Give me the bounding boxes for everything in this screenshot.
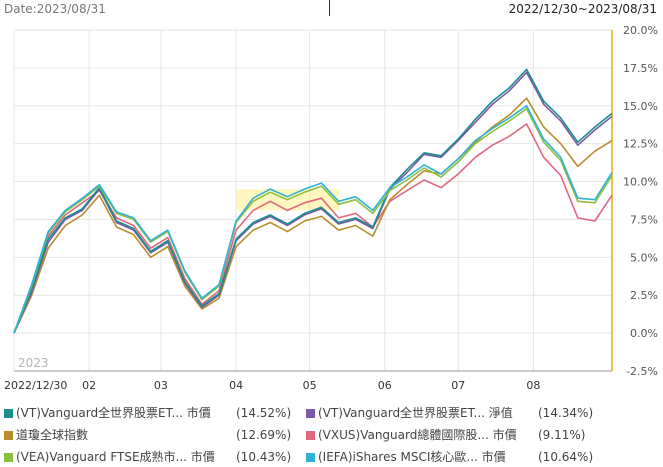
y-tick-label: 0.0% [630,327,658,340]
legend-item[interactable]: (VXUS)Vanguard總體國際股... 市價 [306,425,517,445]
legend-series-name: (VT)Vanguard全世界股票ET... 市價 [16,406,211,420]
y-tick-label: 17.5% [623,62,658,75]
legend-series-name: 道瓊全球指數 [16,428,89,442]
legend-item[interactable]: (VT)Vanguard全世界股票ET... 市價 [4,403,211,423]
y-tick-label: 12.5% [623,138,658,151]
y-tick-label: 15.0% [623,100,658,113]
legend-item[interactable]: (IEFA)iShares MSCI核心歐... 市價 [306,447,506,467]
y-tick-label: 7.5% [630,213,658,226]
legend-swatch [4,453,13,462]
legend-swatch [306,409,315,418]
series-line-0 [13,68,613,334]
legend-swatch [4,409,13,418]
y-tick-label: 20.0% [623,24,658,37]
x-tick-label: 06 [378,379,392,392]
legend-series-name: (IEFA)iShares MSCI核心歐... 市價 [318,450,506,464]
x-tick-label: 07 [451,379,465,392]
x-tick-label: 05 [303,379,317,392]
y-tick-label: 5.0% [630,251,658,264]
legend-item[interactable]: (VEA)Vanguard FTSE成熟市... 市價 [4,447,215,467]
series-line-5 [13,105,613,334]
x-tick-label: 02 [82,379,96,392]
legend-series-name: (VT)Vanguard全世界股票ET... 淨值 [318,406,513,420]
y-tick-label: 10.0% [623,176,658,189]
legend-series-value: (9.11%) [538,428,586,442]
year-watermark: 2023 [18,356,49,370]
legend-series-value: (14.34%) [538,406,594,420]
legend-item[interactable]: 道瓊全球指數 [4,425,88,445]
legend-series-name: (VEA)Vanguard FTSE成熟市... 市價 [16,450,215,464]
legend-swatch [306,431,315,440]
date-range-label: 2022/12/30~2023/08/31 [508,2,657,16]
x-tick-label: 08 [526,379,540,392]
series-line-3 [13,123,613,334]
legend-series-value: (10.64%) [538,450,594,464]
legend-series-value: (14.52%) [236,406,292,420]
line-chart[interactable]: 20.0% 17.5% 15.0% 12.5% 10.0% 7.5% 5.0% 2.5% 0.0… [0,0,663,400]
series-line-4 [13,108,613,334]
legend-series-value: (10.43%) [236,450,292,464]
legend-series-name: (VXUS)Vanguard總體國際股... 市價 [318,428,517,442]
date-label: Date:2023/08/31 [4,2,106,16]
legend-item[interactable]: (VT)Vanguard全世界股票ET... 淨值 [306,403,513,423]
x-tick-label: 03 [154,379,168,392]
legend-swatch [4,431,13,440]
legend-series-value: (12.69%) [236,428,292,442]
x-tick-label: 04 [229,379,243,392]
legend-swatch [306,453,315,462]
series-line-2 [13,97,613,334]
y-tick-label: 2.5% [630,289,658,302]
x-tick-label: 2022/12/30 [4,379,67,392]
cursor-indicator [329,0,330,16]
y-tick-label: -2.5% [626,365,658,378]
